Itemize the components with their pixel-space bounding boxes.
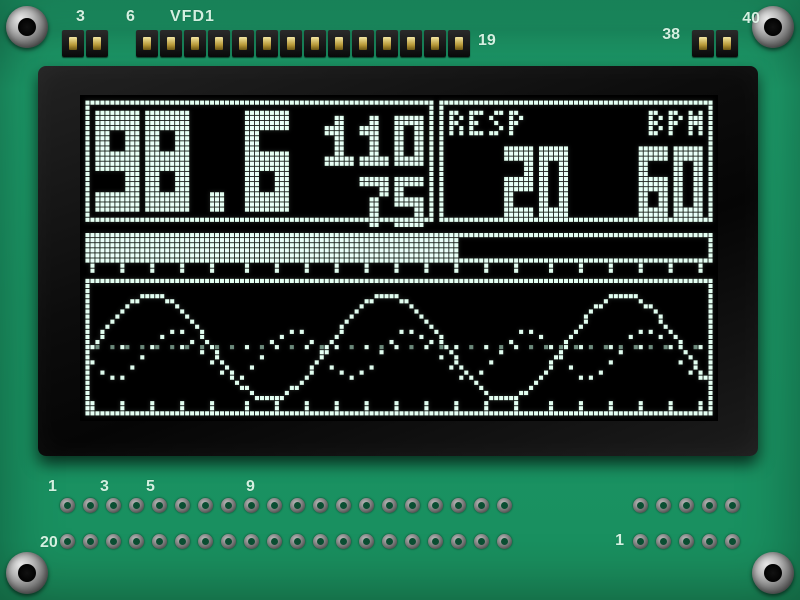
mounting-screw: [752, 552, 794, 594]
silk-label: 38: [662, 26, 680, 44]
silk-label: 3: [76, 8, 85, 26]
pad-row-bottom-right-1: [633, 498, 740, 513]
mounting-screw: [6, 6, 48, 48]
pcb-board: 3 6 VFD1 19 38 40 1 3 5 9 20 1: [0, 0, 800, 600]
silk-label-vfd1: VFD1: [170, 8, 215, 26]
silk-label: 1: [48, 478, 57, 496]
silk-label: 3: [100, 478, 109, 496]
silk-label: 20: [40, 534, 58, 552]
connector-j2: [692, 30, 738, 57]
pad-row-bottom-1: [60, 498, 512, 513]
pad-row-bottom-2: [60, 534, 512, 549]
connector-j1: [62, 30, 108, 57]
mounting-screw: [6, 552, 48, 594]
connector-vfd1: [136, 30, 470, 57]
vfd-pixel-canvas: [80, 95, 718, 421]
silk-label: 19: [478, 32, 496, 50]
silk-label: 5: [146, 478, 155, 496]
silk-label: 1: [615, 532, 624, 550]
silk-label: 40: [742, 10, 760, 28]
silk-label: 6: [126, 8, 135, 26]
pad-row-bottom-right-2: [633, 534, 740, 549]
silk-label: 9: [246, 478, 255, 496]
display-screen: [80, 95, 718, 421]
